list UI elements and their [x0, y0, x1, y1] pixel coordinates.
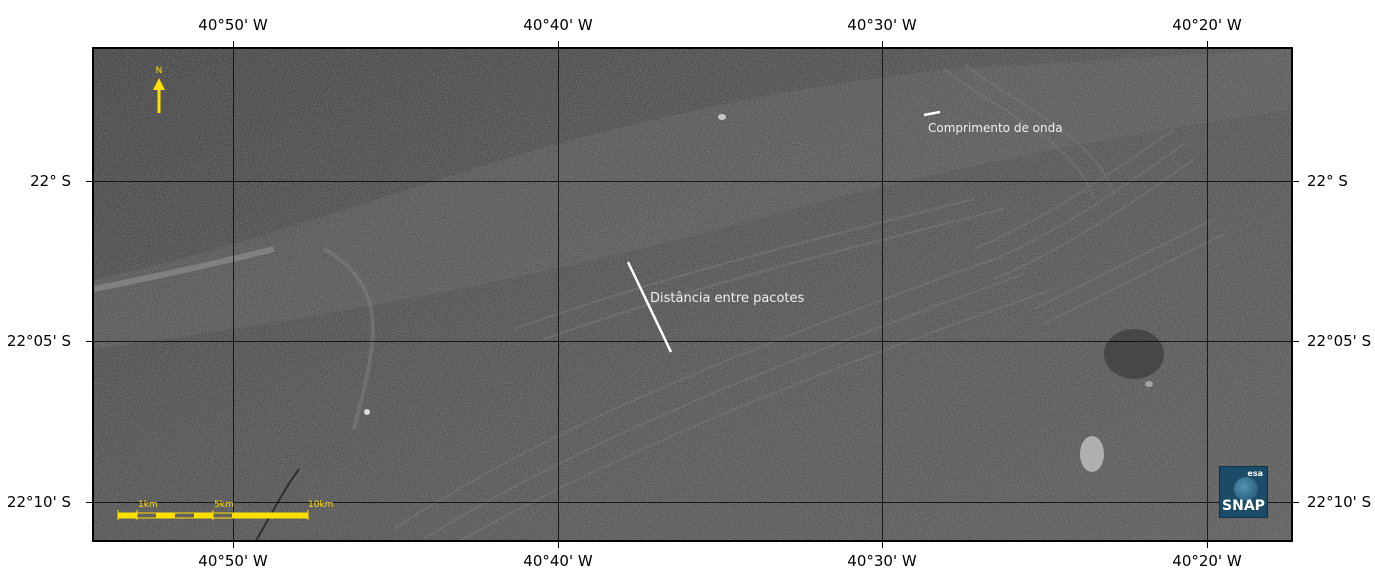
tick-mark [882, 542, 883, 548]
tick-mark [86, 341, 92, 342]
gridline-parallel [94, 181, 1291, 182]
lon-label-bottom-1: 40°50' W [198, 552, 268, 570]
lat-label-left-2: 22°05' S [6, 332, 71, 350]
tick-mark [1207, 41, 1208, 47]
gridline-meridian [1207, 49, 1208, 540]
lat-label-right-1: 22° S [1307, 172, 1348, 190]
tick-mark [558, 41, 559, 47]
north-arrow-icon [153, 78, 165, 113]
scale-bar: 1km 5km 10km [116, 500, 341, 522]
tick-mark [233, 41, 234, 47]
lat-label-right-2: 22°05' S [1307, 332, 1372, 350]
sar-image-texture [94, 49, 1291, 540]
tick-mark [558, 542, 559, 548]
gridline-parallel [94, 341, 1291, 342]
annotation-lines [626, 110, 941, 353]
snap-label: SNAP [1222, 498, 1265, 514]
tick-mark [1293, 502, 1299, 503]
lon-label-top-1: 40°50' W [198, 16, 268, 34]
gridline-meridian [558, 49, 559, 540]
scale-label-5km: 5km [214, 500, 234, 510]
north-label: N [155, 66, 163, 76]
lon-label-bottom-4: 40°20' W [1172, 552, 1242, 570]
scale-label-10km: 10km [308, 500, 334, 510]
lat-label-left-1: 22° S [30, 172, 71, 190]
scale-bar-graphic [117, 510, 309, 520]
wavelength-label: Comprimento de onda [928, 121, 1063, 135]
tick-mark [86, 181, 92, 182]
snap-logo: esa SNAP [1219, 466, 1268, 518]
gridline-meridian [233, 49, 234, 540]
lon-label-top-4: 40°20' W [1172, 16, 1242, 34]
lat-label-right-3: 22°10' S [1307, 493, 1372, 511]
tick-mark [1293, 341, 1299, 342]
lon-label-top-2: 40°40' W [523, 16, 593, 34]
lon-label-bottom-3: 40°30' W [847, 552, 917, 570]
lon-label-bottom-2: 40°40' W [523, 552, 593, 570]
esa-label: esa [1247, 469, 1263, 478]
tick-mark [882, 41, 883, 47]
packet-distance-line [626, 261, 673, 353]
tick-mark [233, 542, 234, 548]
tick-mark [86, 502, 92, 503]
wavelength-line [923, 110, 941, 117]
lon-label-top-3: 40°30' W [847, 16, 917, 34]
scale-label-1km: 1km [138, 500, 158, 510]
globe-icon [1234, 477, 1258, 501]
gridline-parallel [94, 502, 1291, 503]
packet-distance-label: Distância entre pacotes [650, 291, 805, 306]
tick-mark [1293, 181, 1299, 182]
tick-mark [1207, 542, 1208, 548]
lat-label-left-3: 22°10' S [6, 493, 71, 511]
sar-map-image[interactable]: Distância entre pacotes Comprimento de o… [92, 47, 1293, 542]
gridline-meridian [882, 49, 883, 540]
north-arrow: N [152, 66, 166, 118]
